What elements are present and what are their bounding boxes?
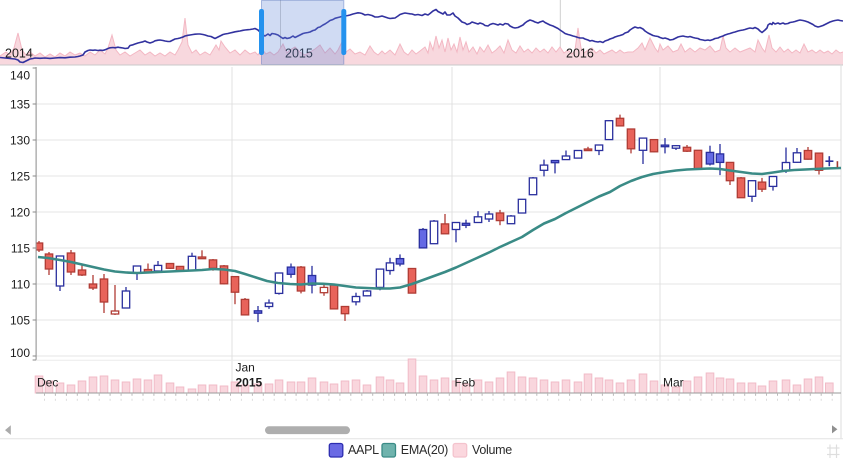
svg-text:2015: 2015 — [285, 47, 313, 61]
svg-text:EMA(20): EMA(20) — [401, 443, 448, 457]
svg-text:2015: 2015 — [236, 376, 263, 390]
svg-text:105: 105 — [10, 313, 30, 327]
svg-text:Jan: Jan — [236, 361, 255, 375]
svg-text:120: 120 — [10, 205, 30, 219]
svg-text:110: 110 — [11, 277, 30, 291]
svg-text:2014: 2014 — [5, 47, 33, 61]
svg-text:Volume: Volume — [472, 443, 512, 457]
svg-text:135: 135 — [10, 97, 30, 111]
svg-text:140: 140 — [10, 69, 30, 83]
svg-text:125: 125 — [10, 169, 30, 183]
svg-text:AAPL: AAPL — [348, 443, 379, 457]
svg-text:130: 130 — [10, 133, 30, 147]
svg-text:2016: 2016 — [566, 47, 594, 61]
svg-text:Dec: Dec — [37, 376, 58, 390]
svg-text:Feb: Feb — [455, 376, 476, 390]
svg-text:115: 115 — [11, 241, 30, 255]
svg-text:Mar: Mar — [663, 376, 684, 390]
svg-text:100: 100 — [10, 346, 30, 360]
